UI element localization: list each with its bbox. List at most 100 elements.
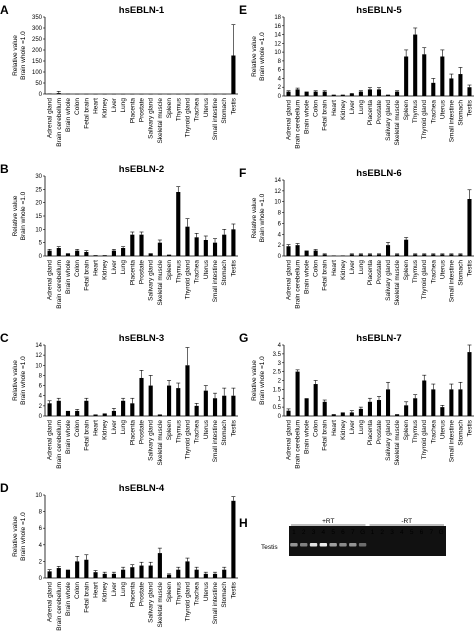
y-axis-label: Relative value xyxy=(12,516,19,557)
x-tick-label: Skeletal muscle xyxy=(157,98,164,144)
bar xyxy=(313,384,318,416)
gel-row-label: Testis xyxy=(261,544,278,551)
x-tick-label: Heart xyxy=(331,100,338,116)
bar xyxy=(304,398,309,416)
x-tick-label: Heart xyxy=(331,260,338,276)
bar xyxy=(340,94,345,96)
bar xyxy=(231,55,236,94)
x-tick-label: Spleen xyxy=(403,420,410,441)
bar xyxy=(322,254,327,256)
x-tick-label: Skeletal muscle xyxy=(157,420,164,466)
bar xyxy=(367,89,372,96)
x-tick-label: Placenta xyxy=(129,420,136,446)
y-tick-label: 10 xyxy=(35,493,42,499)
x-tick-label: Adrenal gland xyxy=(47,260,54,300)
y-tick-label: 0 xyxy=(39,92,43,98)
bar xyxy=(295,371,300,416)
y-axis-label: Relative value xyxy=(251,36,258,77)
y-axis-label: Relative value xyxy=(12,195,19,236)
panel-letter: G xyxy=(239,331,248,345)
x-tick-label: Brain whole xyxy=(65,98,72,132)
bar xyxy=(422,54,427,96)
y-tick-label: 0.5 xyxy=(273,405,282,411)
x-tick-label: Testis xyxy=(466,419,473,436)
x-tick-label: Liver xyxy=(111,419,118,434)
y-tick-label: 10 xyxy=(35,227,42,233)
y-tick-label: 10 xyxy=(35,363,42,369)
y-axis-label: Relative value xyxy=(251,360,258,401)
x-tick-label: Fetal brain xyxy=(83,260,90,291)
x-tick-label: Stomach xyxy=(457,100,464,126)
x-tick-label: Colon xyxy=(74,420,81,437)
bar xyxy=(431,82,436,96)
x-tick-label: Fetal brain xyxy=(322,100,329,131)
bar xyxy=(167,254,172,256)
y-tick-label: 4 xyxy=(39,543,43,549)
bar xyxy=(322,401,327,416)
x-tick-label: Brain whole xyxy=(65,260,72,294)
x-tick-label: Stomach xyxy=(457,420,464,446)
bar xyxy=(102,413,107,416)
bar xyxy=(203,240,208,256)
x-tick-label: Skeletal muscle xyxy=(394,260,401,306)
bar xyxy=(84,559,89,578)
bar xyxy=(148,385,153,416)
y-tick-label: 1.5 xyxy=(273,387,282,393)
gel-lane-label: 5 xyxy=(410,529,414,536)
gel-lane-label: 4 xyxy=(400,529,404,536)
y-tick-label: 2 xyxy=(278,85,282,91)
x-tick-label: Trachea xyxy=(430,420,437,444)
bar xyxy=(75,561,80,578)
bar xyxy=(157,242,162,256)
gel-band xyxy=(329,543,337,547)
bar xyxy=(121,569,126,578)
x-tick-label: Colon xyxy=(313,100,320,117)
x-tick-label: Brain cerebellum xyxy=(56,420,63,469)
bar xyxy=(231,395,236,416)
x-tick-label: Salivary gland xyxy=(385,420,392,461)
y-tick-label: 10 xyxy=(274,50,281,56)
gel-lane-label: 3 xyxy=(390,529,394,536)
bar xyxy=(440,407,445,416)
x-tick-label: Brain whole xyxy=(304,260,311,294)
bar xyxy=(313,250,318,256)
x-tick-label: Placenta xyxy=(129,98,136,124)
bar xyxy=(203,390,208,416)
x-tick-label: Uterus xyxy=(439,259,446,279)
x-tick-label: Thymus xyxy=(412,259,419,283)
x-tick-label: Lung xyxy=(120,98,127,113)
x-tick-label: Spleen xyxy=(403,100,410,121)
bar xyxy=(286,91,291,96)
bar xyxy=(65,253,71,256)
x-tick-label: Brain cerebellum xyxy=(295,100,302,149)
x-tick-label: Salivary gland xyxy=(148,420,155,461)
x-tick-label: Thyroid gland xyxy=(184,420,191,460)
y-axis-label: Relative value xyxy=(12,360,19,401)
y-tick-label: 14 xyxy=(274,33,281,39)
y-tick-label: 14 xyxy=(274,178,281,184)
bar xyxy=(56,93,61,94)
x-tick-label: Lung xyxy=(358,100,365,115)
y-tick-label: 8 xyxy=(39,510,43,516)
y-tick-label: 8 xyxy=(278,59,282,65)
gel-band xyxy=(319,543,328,547)
bar xyxy=(440,56,445,96)
panel-letter: A xyxy=(0,3,9,17)
y-tick-label: 18 xyxy=(274,15,281,21)
panel-letter: H xyxy=(239,516,248,530)
bar xyxy=(404,405,409,416)
x-tick-label: Salivary gland xyxy=(148,582,155,623)
gel-band xyxy=(290,543,298,547)
x-tick-label: Adrenal gland xyxy=(286,100,293,140)
y-tick-label: 5 xyxy=(39,241,43,247)
x-tick-label: Colon xyxy=(313,420,320,437)
x-tick-label: Prostate xyxy=(139,582,146,607)
x-tick-label: Brain cerebellum xyxy=(56,260,63,309)
bar xyxy=(413,34,418,96)
bar xyxy=(130,234,135,256)
y-tick-label: 2 xyxy=(278,243,282,249)
bar xyxy=(449,78,454,96)
x-tick-label: Brain cerebellum xyxy=(56,98,63,147)
x-tick-label: Brain cerebellum xyxy=(295,260,302,309)
